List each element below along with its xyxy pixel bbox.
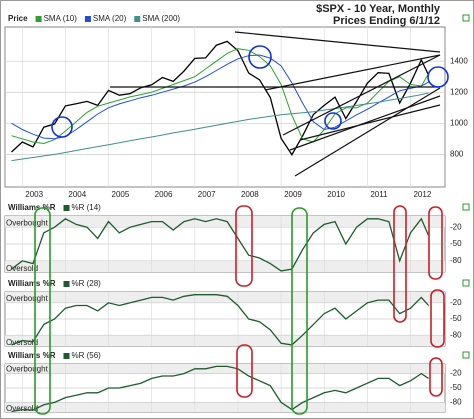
trend-line [282,54,441,136]
highlight-circle [427,66,449,88]
legend-swatch [84,16,91,22]
highlight-circle [51,116,73,138]
series-line [11,294,430,346]
oversold-band [5,260,445,272]
overbought-band [5,364,445,374]
highlight-oval [393,205,407,323]
legend-label: SMA (20) [93,14,127,23]
oversold-band [5,335,445,346]
oversold-label: Oversold [6,338,38,347]
overbought-band [5,292,445,303]
highlight-circle [324,112,342,130]
highlight-oval [34,207,51,415]
oversold-label: Oversold [6,264,38,273]
legend-label: %R (28) [72,279,102,288]
series-line [11,92,429,162]
series-line [11,217,430,272]
x-tick-label: 2007 [198,190,216,199]
y-tick-label: -50 [450,314,462,323]
highlight-circle [248,45,272,69]
x-tick-label: 2011 [370,190,388,199]
legend-label: %R (56) [72,351,102,360]
legend-label: SMA (200) [142,14,180,23]
chart-subtitle: Prices Ending 6/1/12 [333,15,440,27]
y-tick-label: -80 [450,256,462,265]
highlight-oval [428,206,443,280]
close-button [462,14,470,22]
oversold-label: Oversold [6,404,38,413]
panel-title: Williams %R [8,351,56,360]
highlight-oval [430,289,445,348]
highlight-oval [235,205,253,287]
close-button [462,203,470,211]
chart-title: $SPX - 10 Year, Monthly [316,3,441,15]
plots: 2003 2004 2005 2006 2007 2008 2009 2010 2011 2012… [4,14,470,413]
x-tick-label: 2003 [25,190,43,199]
x-tick-label: 2008 [241,190,259,199]
overbought-label: Overbought [6,294,49,303]
legend-label: SMA (10) [44,14,78,23]
y-tick-label: 1400 [450,56,468,65]
oversold-band [5,402,445,412]
y-tick-label: -50 [450,239,462,248]
x-tick-label: 2009 [284,190,302,199]
close-button [462,351,470,359]
x-tick-label: 2006 [155,190,173,199]
y-tick-label: 1000 [450,118,468,127]
legend-swatch [134,16,141,22]
annotations [34,31,449,415]
overbought-label: Overbought [6,218,49,227]
y-tick-label: 800 [450,149,464,158]
series-line [11,48,430,145]
y-tick-label: -80 [450,330,462,339]
y-tick-label: 1200 [450,87,468,96]
x-tick-label: 2012 [413,190,431,199]
panel-title: Williams %R [8,279,56,288]
trend-line [294,87,441,177]
highlight-oval [291,207,308,415]
series-line [11,54,429,140]
y-tick-label: -50 [450,383,462,392]
legend-swatch [63,205,70,211]
series-line [11,365,429,413]
y-tick-label: -20 [450,369,462,378]
legend-label: %R (14) [72,203,102,212]
legend-swatch [63,353,70,359]
y-tick-label: -20 [450,222,462,231]
y-tick-label: -20 [450,298,462,307]
highlight-oval [236,344,253,398]
legend-swatch [35,16,42,22]
plot-area [4,26,446,188]
series-line [11,40,430,156]
x-tick-label: 2005 [112,190,130,199]
trend-line [289,95,441,151]
trend-line [299,104,441,141]
trend-line [234,31,441,53]
panel-title: Williams %R [8,203,56,212]
x-tick-label: 2010 [327,190,345,199]
y-tick-label: -80 [450,398,462,407]
highlight-oval [429,357,443,397]
trend-line [264,54,441,91]
x-tick-label: 2004 [68,190,86,199]
close-button [462,279,470,287]
legend-swatch [63,281,70,287]
panel-title: Price [8,14,28,23]
overbought-label: Overbought [6,365,49,374]
